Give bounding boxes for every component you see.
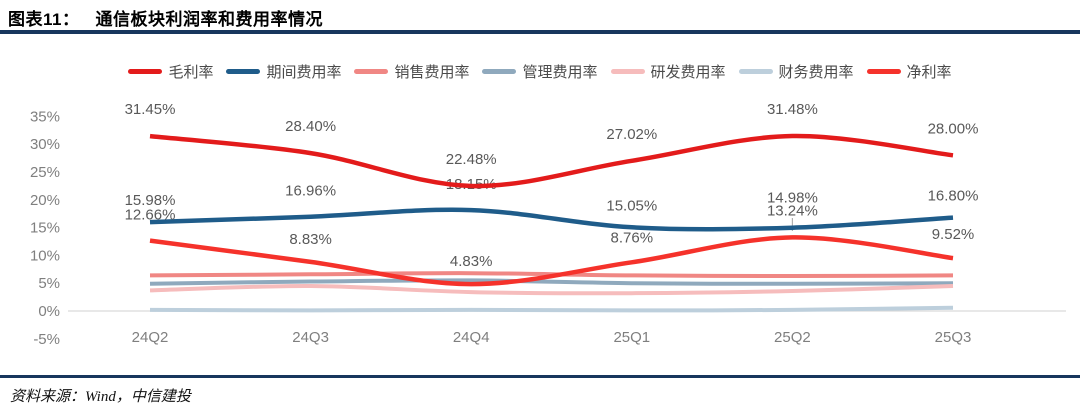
legend-label: 财务费用率	[778, 64, 854, 81]
series-line-5	[149, 283, 954, 296]
figure-title: 通信板块利润率和费用率情况	[95, 10, 323, 29]
data-label: 9.52%	[932, 226, 975, 243]
data-label: 4.83%	[450, 253, 493, 270]
y-axis-tick-label: 0%	[38, 303, 60, 320]
data-label: 31.48%	[767, 101, 818, 118]
y-axis-tick-label: 5%	[38, 275, 60, 292]
legend-item: 销售费用率	[354, 61, 469, 82]
legend-label: 期间费用率	[266, 64, 342, 81]
y-axis-tick-label: 10%	[30, 247, 60, 264]
legend-line-swatch	[866, 69, 901, 74]
footer-divider	[0, 375, 1080, 378]
y-axis-tick-label: 35%	[30, 108, 60, 125]
legend-item: 财务费用率	[738, 61, 854, 82]
legend-item: 期间费用率	[226, 61, 341, 82]
series-line-6	[149, 305, 954, 313]
legend-line-swatch	[226, 69, 261, 74]
x-axis-tick-label: 24Q2	[132, 329, 169, 346]
data-label: 12.66%	[125, 207, 176, 224]
y-axis-tick-label: 15%	[30, 220, 60, 237]
legend-line-swatch	[610, 69, 645, 74]
series-line-2	[149, 207, 954, 232]
source-note: 资料来源：Wind，中信建投	[10, 389, 191, 405]
data-label: 15.98%	[125, 192, 176, 209]
data-label: 16.96%	[285, 183, 336, 200]
legend-item: 毛利率	[128, 61, 213, 82]
legend-label: 销售费用率	[394, 64, 470, 81]
legend-line-swatch	[354, 69, 389, 74]
chart-legend: 毛利率 期间费用率 销售费用率 管理费用率 研发费用率 财务费用率 净利率	[0, 61, 1080, 82]
legend-item: 净利率	[866, 61, 952, 82]
legend-label: 管理费用率	[522, 64, 598, 81]
legend-item: 研发费用率	[610, 61, 726, 82]
x-axis-tick-label: 25Q1	[613, 329, 650, 346]
series-line-4	[149, 278, 954, 286]
data-label: 8.83%	[289, 231, 332, 248]
figure-number: 图表11：	[8, 10, 80, 29]
data-label: 8.76%	[611, 229, 654, 246]
legend-line-swatch	[128, 69, 163, 74]
y-axis-tick-label: 25%	[30, 164, 60, 181]
x-axis-tick-label: 24Q3	[292, 329, 329, 346]
data-label: 27.02%	[606, 126, 657, 143]
legend-item: 管理费用率	[482, 61, 598, 82]
legend-label: 研发费用率	[650, 64, 726, 81]
y-axis-tick-label: -5%	[33, 331, 60, 348]
series-line-7	[149, 235, 954, 287]
y-axis-tick-label: 20%	[30, 192, 60, 209]
legend-line-swatch	[738, 69, 773, 74]
x-axis-tick-label: 25Q3	[935, 329, 972, 346]
series-line-1	[149, 133, 954, 189]
legend-line-swatch	[482, 69, 517, 74]
figure-header: 图表11： 通信板块利润率和费用率情况	[8, 5, 323, 30]
data-label: 31.45%	[125, 101, 176, 118]
header-divider	[0, 30, 1080, 34]
data-label: 13.24%	[767, 202, 818, 219]
data-label: 16.80%	[928, 188, 979, 205]
legend-label: 毛利率	[168, 64, 214, 81]
data-label: 22.48%	[446, 151, 497, 168]
x-axis-tick-label: 24Q4	[453, 329, 490, 346]
y-axis-tick-label: 30%	[30, 136, 60, 153]
data-label: 15.05%	[606, 197, 657, 214]
data-label: 14.98%	[767, 190, 818, 207]
data-label: 28.40%	[285, 118, 336, 135]
x-axis-tick-label: 25Q2	[774, 329, 811, 346]
data-label: 28.00%	[928, 120, 979, 137]
legend-label: 净利率	[906, 64, 952, 81]
